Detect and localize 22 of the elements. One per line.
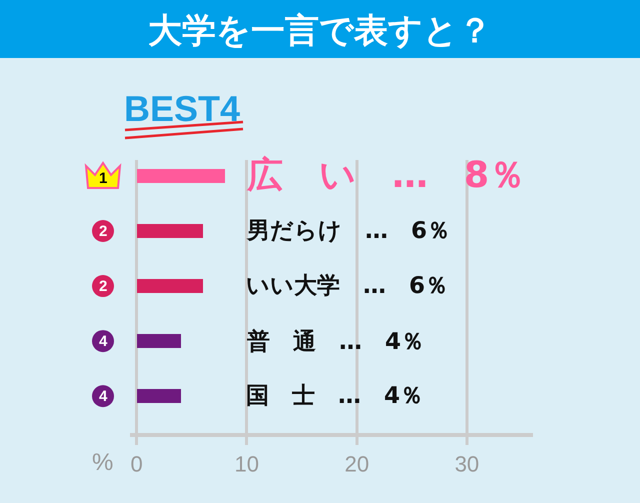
y-tick-label: 2 [99, 278, 108, 295]
y-tick-label: 2 [99, 223, 108, 240]
x-tick-label: 0 [130, 451, 143, 476]
bar [137, 279, 203, 293]
y-tick-label: 4 [99, 333, 108, 350]
data-label: 男だらけ … 6％ [246, 218, 450, 244]
data-label: 国 士 … 4％ [246, 383, 424, 409]
bar [137, 224, 203, 238]
chart-title: 大学を一言で表すと？ [148, 10, 492, 51]
data-label: いい大学 … 6％ [246, 273, 448, 299]
chart-subtitle: BEST4 [124, 88, 240, 129]
y-tick-label: 1 [99, 170, 108, 187]
y-tick-label: 4 [99, 388, 108, 405]
bar [137, 169, 225, 183]
x-tick-label: 20 [344, 451, 370, 476]
data-label: 普 通 … 4％ [246, 328, 424, 355]
bar [137, 389, 181, 403]
bar [137, 334, 181, 348]
data-label: 広 い … 8％ [246, 155, 526, 196]
x-axis-title: % [92, 449, 114, 476]
x-tick-label: 10 [234, 451, 259, 476]
x-tick-label: 30 [454, 451, 480, 476]
